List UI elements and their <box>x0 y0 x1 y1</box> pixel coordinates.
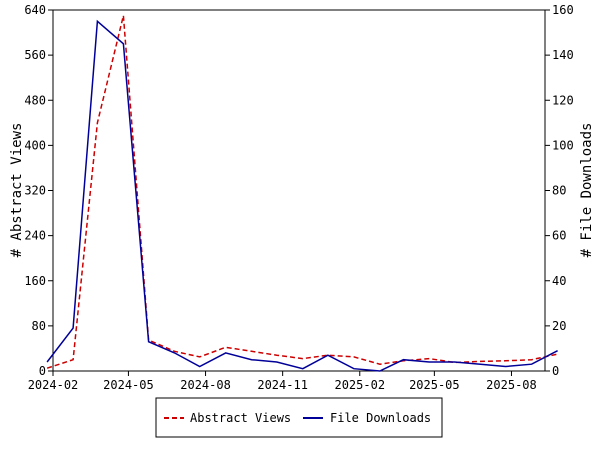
left-tick-label: 640 <box>24 3 46 17</box>
legend-label-abstract-views: Abstract Views <box>190 411 291 425</box>
left-tick-label: 0 <box>39 364 46 378</box>
right-y-axis: 0 20 40 60 80 100 120 140 160 <box>545 3 574 378</box>
right-tick-label: 140 <box>552 48 574 62</box>
series-lines <box>46 15 558 372</box>
legend-box <box>155 397 443 438</box>
left-tick-label: 240 <box>24 229 46 243</box>
series-line-file-downloads <box>46 19 558 372</box>
right-axis-label: # File Downloads <box>579 123 595 258</box>
x-tick-label: 2024-05 <box>103 378 154 392</box>
x-tick-label: 2025-08 <box>486 378 537 392</box>
legend: Abstract Views File Downloads <box>155 397 443 438</box>
series-line-abstract-views <box>46 15 558 369</box>
x-tick-label: 2024-02 <box>28 378 79 392</box>
right-tick-label: 80 <box>552 184 566 198</box>
left-axis-label: # Abstract Views <box>9 123 25 258</box>
x-tick-label: 2024-08 <box>180 378 231 392</box>
left-tick-label: 400 <box>24 138 46 152</box>
right-tick-label: 0 <box>552 364 559 378</box>
right-tick-label: 60 <box>552 229 566 243</box>
left-tick-label: 80 <box>32 319 46 333</box>
right-tick-label: 160 <box>552 3 574 17</box>
left-tick-label: 480 <box>24 93 46 107</box>
left-tick-label: 560 <box>24 48 46 62</box>
left-tick-label: 320 <box>24 184 46 198</box>
right-tick-label: 120 <box>552 93 574 107</box>
legend-label-file-downloads: File Downloads <box>330 411 431 425</box>
x-tick-label: 2024-11 <box>257 378 308 392</box>
x-axis: 2024-02 2024-05 2024-08 2024-11 2025-02 2025-… <box>28 371 537 392</box>
right-tick-label: 40 <box>552 274 566 288</box>
right-tick-label: 20 <box>552 319 566 333</box>
x-tick-label: 2025-02 <box>334 378 385 392</box>
right-tick-label: 100 <box>552 138 574 152</box>
x-tick-label: 2025-05 <box>409 378 460 392</box>
left-tick-label: 160 <box>24 274 46 288</box>
left-y-axis: 0 80 160 240 320 400 480 560 640 <box>24 3 53 378</box>
